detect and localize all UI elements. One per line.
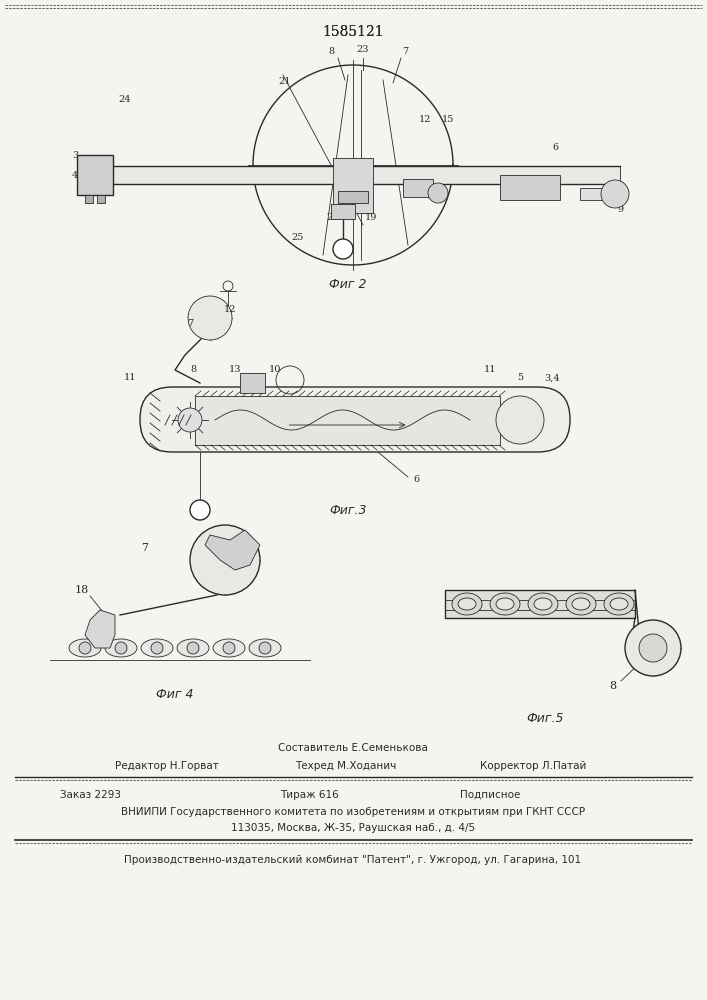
Text: Корректор Л.Патай: Корректор Л.Патай [480,761,586,771]
Bar [580,188,615,200]
Text: ВНИИПИ Государственного комитета по изобретениям и открытиям при ГКНТ СССР: ВНИИПИ Государственного комитета по изоб… [121,807,585,817]
Text: 3: 3 [72,150,78,159]
Ellipse shape [534,598,552,610]
Text: 6: 6 [552,143,558,152]
Ellipse shape [566,593,596,615]
Ellipse shape [141,639,173,657]
Ellipse shape [177,639,209,657]
Text: Заказ 2293: Заказ 2293 [60,790,121,800]
Bar [240,373,265,393]
Text: Производственно-издательский комбинат "Патент", г. Ужгород, ул. Гагарина, 101: Производственно-издательский комбинат "П… [124,855,582,865]
Ellipse shape [604,593,634,615]
Polygon shape [85,610,115,648]
Circle shape [333,239,353,259]
Text: 113035, Москва, Ж-35, Раушская наб., д. 4/5: 113035, Москва, Ж-35, Раушская наб., д. … [231,823,475,833]
Circle shape [187,642,199,654]
Circle shape [190,500,210,520]
Text: Фиг 2: Фиг 2 [329,278,367,292]
Text: 11: 11 [484,365,496,374]
Circle shape [496,396,544,444]
Text: 8: 8 [609,681,617,691]
Text: Техред М.Ходанич: Техред М.Ходанич [295,761,396,771]
Text: Фиг 4: Фиг 4 [156,688,194,702]
Circle shape [428,183,448,203]
Text: 5: 5 [517,373,523,382]
Text: 9: 9 [617,206,623,215]
Text: 7: 7 [187,318,193,328]
Circle shape [115,642,127,654]
Text: Составитель Е.Семенькова: Составитель Е.Семенькова [278,743,428,753]
Bar [338,191,368,203]
Text: 22: 22 [341,243,354,252]
Ellipse shape [572,598,590,610]
Ellipse shape [69,639,101,657]
Ellipse shape [213,639,245,657]
Bar [333,158,373,213]
Text: 11: 11 [124,373,136,382]
Circle shape [188,296,232,340]
Circle shape [178,408,202,432]
Circle shape [639,634,667,662]
Bar [403,179,433,197]
Bar [331,204,355,219]
Ellipse shape [105,639,137,657]
Bar [90,166,620,184]
Text: 7: 7 [141,543,148,553]
Text: 8: 8 [328,47,334,56]
Text: 3,4: 3,4 [544,373,560,382]
Circle shape [151,642,163,654]
Circle shape [223,642,235,654]
Text: 20: 20 [327,214,339,223]
Text: 23: 23 [357,45,369,54]
Ellipse shape [490,593,520,615]
Text: 25: 25 [292,233,304,242]
Text: 8: 8 [190,365,196,374]
Text: 21: 21 [279,78,291,87]
Text: 18: 18 [75,585,89,595]
Text: 13: 13 [229,365,241,374]
Text: Подписное: Подписное [460,790,520,800]
Ellipse shape [249,639,281,657]
Text: 6: 6 [413,476,419,485]
Text: 19: 19 [365,214,378,223]
Bar [195,396,500,445]
Text: 1585121: 1585121 [322,25,384,39]
Bar [97,195,105,203]
Text: Фиг.5: Фиг.5 [526,712,563,724]
Text: 7: 7 [402,47,408,56]
Text: Фиг.3: Фиг.3 [329,504,367,516]
Ellipse shape [458,598,476,610]
Text: Тираж 616: Тираж 616 [280,790,339,800]
Text: 4: 4 [72,170,78,180]
Polygon shape [205,530,260,570]
Bar [85,195,93,203]
Text: 15: 15 [442,115,454,124]
Text: 10: 10 [269,365,281,374]
Circle shape [625,620,681,676]
Text: 12: 12 [419,115,431,124]
Bar [445,590,635,618]
Circle shape [601,180,629,208]
Bar [77,155,113,195]
Ellipse shape [610,598,628,610]
Text: 12: 12 [223,306,236,314]
Text: 24: 24 [119,96,132,104]
Ellipse shape [496,598,514,610]
Text: Редактор Н.Горват: Редактор Н.Горват [115,761,218,771]
Circle shape [79,642,91,654]
Text: 1585121: 1585121 [322,25,384,39]
FancyBboxPatch shape [140,387,570,452]
Bar [500,175,560,200]
Circle shape [259,642,271,654]
Ellipse shape [452,593,482,615]
Ellipse shape [528,593,558,615]
Circle shape [190,525,260,595]
